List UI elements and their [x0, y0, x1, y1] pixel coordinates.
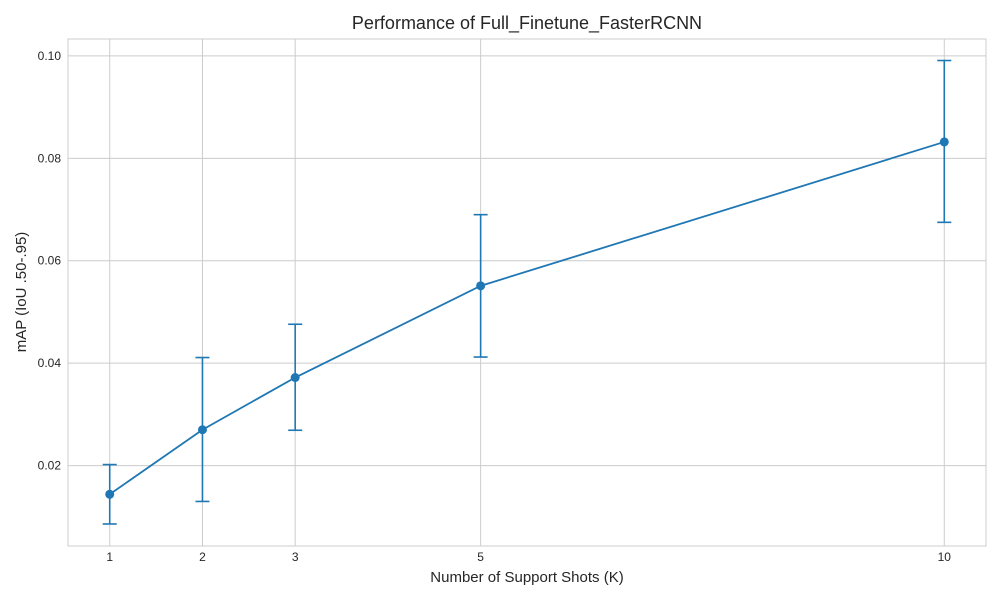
x-tick-label: 5: [477, 550, 484, 564]
y-tick-label: 0.02: [38, 459, 62, 473]
y-tick-label: 0.10: [38, 49, 62, 63]
y-axis-label: mAP (IoU .50-.95): [13, 232, 30, 353]
x-tick-label: 2: [199, 550, 206, 564]
y-tick-label: 0.08: [38, 151, 62, 165]
series-layer: [102, 59, 952, 525]
data-point: [939, 137, 949, 147]
data-point: [476, 281, 486, 291]
plot-frame: [67, 38, 987, 547]
x-tick-label: 1: [106, 550, 113, 564]
x-axis-label: Number of Support Shots (K): [430, 569, 623, 586]
data-point: [197, 425, 207, 435]
chart-title: Performance of Full_Finetune_FasterRCNN: [352, 13, 702, 34]
x-tick-label: 10: [938, 550, 952, 564]
y-tick-label: 0.06: [38, 254, 62, 268]
series-0: [102, 59, 952, 525]
tick-labels: 1 2 3 5 10 0.02 0.04 0.06 0.08 0.10: [38, 49, 952, 564]
y-tick-label: 0.04: [38, 356, 62, 370]
data-point: [105, 489, 115, 499]
x-tick-label: 3: [292, 550, 299, 564]
data-point: [290, 373, 300, 383]
grid-layer: [68, 39, 986, 546]
